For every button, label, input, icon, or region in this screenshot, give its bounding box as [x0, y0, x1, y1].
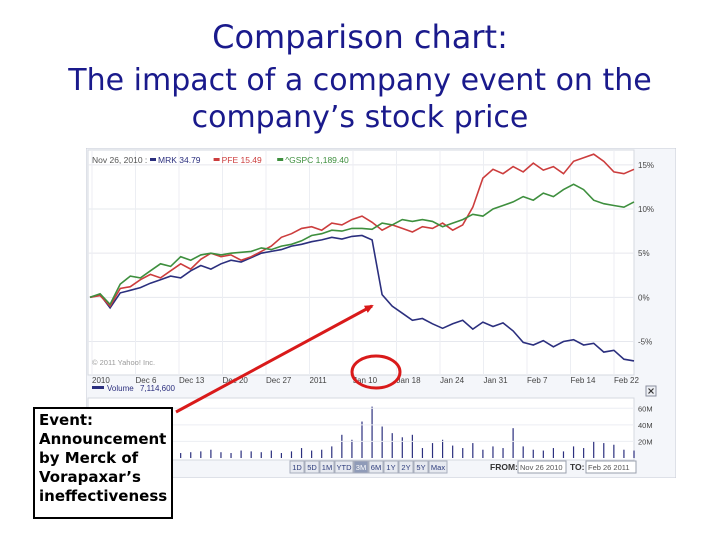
- x-tick-label: 2011: [310, 376, 328, 385]
- series-line-pfe: [89, 153, 635, 308]
- y-tick-label: 15%: [638, 161, 654, 170]
- legend: MRK 34.79 PFE 15.49 ^GSPC 1,189.40: [150, 155, 349, 165]
- to-value: Feb 26 2011: [588, 463, 630, 472]
- from-label: FROM:: [490, 462, 518, 472]
- y-tick-label: 10%: [638, 205, 654, 214]
- x-tick-label: Jan 10: [353, 376, 378, 385]
- close-icon[interactable]: [645, 385, 657, 397]
- x-tick-label: Feb 7: [527, 376, 548, 385]
- range-button-6m[interactable]: [368, 460, 384, 474]
- slide-subtitle: The impact of a company event on the com…: [68, 63, 652, 135]
- y-tick-label: 5%: [638, 249, 650, 258]
- volume-value: 7,114,600: [140, 384, 176, 393]
- from-field[interactable]: [517, 460, 567, 474]
- range-button-5y[interactable]: [413, 460, 429, 474]
- x-tick-label: Jan 24: [440, 376, 465, 385]
- series-lines: [89, 153, 635, 362]
- legend-entry: ^GSPC 1,189.40: [285, 155, 349, 165]
- x-tick-label: Jan 31: [484, 376, 509, 385]
- range-buttons: 1D 5D 1M YTD 3M 6M 1Y 2Y 5Y Max: [289, 460, 448, 474]
- range-button-label: 1Y: [386, 463, 395, 472]
- legend-entry: MRK 34.79: [158, 155, 201, 165]
- legend-swatch: [277, 158, 284, 161]
- range-button-ytd[interactable]: [334, 460, 354, 474]
- range-button-label: 5Y: [416, 463, 425, 472]
- to-field[interactable]: [585, 460, 637, 474]
- comparison-chart: Nov 26, 2010 : MRK 34.79 PFE 15.49 ^GSPC 1…: [86, 148, 676, 478]
- range-button-2y[interactable]: [398, 460, 414, 474]
- x-tick-label: Feb 22: [614, 376, 639, 385]
- range-button-label: 1D: [292, 463, 302, 472]
- legend-swatch: [213, 158, 220, 161]
- volume-tick-label: 20M: [638, 437, 653, 446]
- volume-label: Volume: [107, 384, 134, 393]
- range-button-label: 2Y: [401, 463, 410, 472]
- range-button-label: YTD: [337, 463, 353, 472]
- range-button-1d[interactable]: [289, 460, 305, 474]
- legend-swatch: [150, 158, 156, 161]
- x-tick-label: 2010: [92, 376, 110, 385]
- annotation-arrow: [175, 304, 374, 414]
- volume-tick-label: 40M: [638, 421, 653, 430]
- range-button-1m[interactable]: [319, 460, 335, 474]
- range-button-label: 3M: [356, 463, 366, 472]
- series-line-gspc: [89, 183, 635, 306]
- to-label: TO:: [570, 462, 585, 472]
- range-button-max[interactable]: [428, 460, 448, 474]
- range-button-label: Max: [431, 463, 445, 472]
- header-date: Nov 26, 2010 :: [92, 155, 147, 165]
- copyright: © 2011 Yahoo! Inc.: [92, 358, 155, 367]
- slide-title: Comparison chart:: [212, 18, 508, 56]
- volume-axis-ticks: 60M 40M 20M: [88, 404, 653, 446]
- x-tick-label: Dec 27: [266, 376, 292, 385]
- y-tick-label: 0%: [638, 293, 650, 302]
- range-button-3m[interactable]: [353, 460, 369, 474]
- x-tick-label: Dec 13: [179, 376, 205, 385]
- volume-tick-label: 60M: [638, 404, 653, 413]
- x-tick-label: Feb 14: [571, 376, 596, 385]
- range-button-5d[interactable]: [304, 460, 320, 474]
- range-button-label: 1M: [322, 463, 332, 472]
- legend-entry: PFE 15.49: [222, 155, 262, 165]
- range-button-label: 6M: [371, 463, 381, 472]
- event-callout: Event: Announcement by Merck of Vorapaxa…: [33, 407, 173, 519]
- series-line-mrk: [89, 234, 635, 362]
- range-button-1y[interactable]: [383, 460, 399, 474]
- x-tick-label: Jan 18: [397, 376, 422, 385]
- y-axis-ticks: 15% 10% 5% 0% -5%: [638, 161, 654, 347]
- y-tick-label: -5%: [638, 338, 652, 347]
- volume-legend-swatch: [92, 386, 104, 389]
- from-value: Nov 26 2010: [520, 463, 563, 472]
- x-tick-label: Dec 6: [136, 376, 157, 385]
- grid: [88, 150, 634, 375]
- range-button-label: 5D: [307, 463, 317, 472]
- annotation-circle: [350, 354, 402, 390]
